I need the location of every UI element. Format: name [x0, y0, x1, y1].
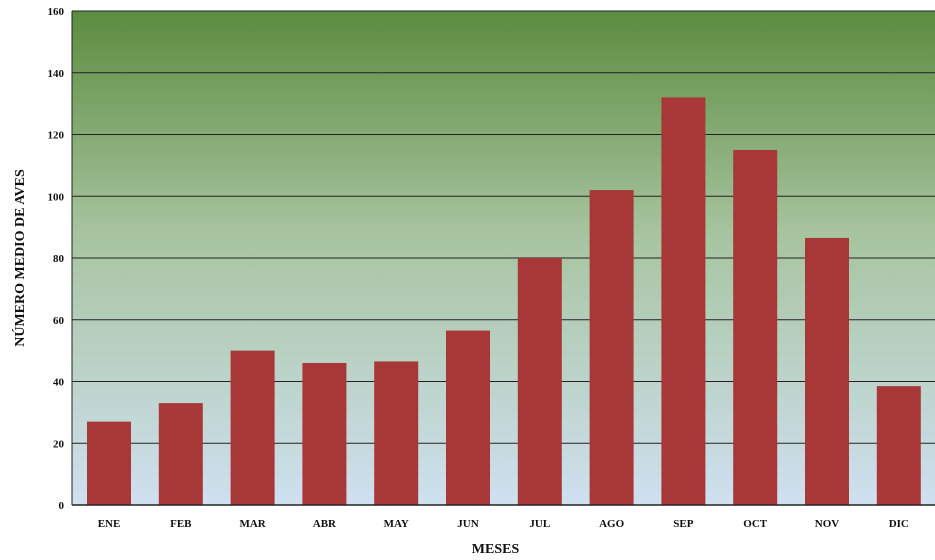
x-tick-label: AGO	[599, 518, 625, 530]
x-tick-label: MAY	[384, 518, 409, 530]
bar-ene	[87, 421, 131, 505]
y-tick-label: 140	[48, 68, 65, 80]
grid-lines	[72, 10, 935, 444]
bar-sep	[661, 97, 706, 505]
x-tick-label: JUN	[457, 518, 478, 530]
bar-dic	[876, 386, 921, 505]
bar-oct	[733, 149, 778, 505]
x-tick-label: NOV	[815, 518, 840, 530]
bar-nov	[805, 237, 849, 505]
y-tick-label: 40	[53, 377, 65, 389]
y-axis-title: NÚMERO MEDIO DE AVES	[11, 169, 28, 347]
x-tick-label: SEP	[673, 518, 693, 530]
bars	[87, 97, 921, 505]
x-tick-label: DIC	[889, 518, 909, 530]
x-tick-label: FEB	[170, 518, 192, 530]
bar-ago	[589, 190, 634, 505]
x-tick-label: ABR	[313, 518, 337, 530]
y-tick-label: 60	[53, 315, 65, 327]
x-tick-label: JUL	[529, 518, 550, 530]
x-tick-label: ENE	[98, 518, 121, 530]
x-axis-title: MESES	[472, 542, 520, 557]
bar-jun	[446, 330, 490, 505]
x-tick-label: MAR	[239, 518, 266, 530]
y-tick-label: 100	[48, 191, 65, 203]
y-tick-label: 80	[53, 253, 65, 265]
x-tick-labels: ENE FEB MAR ABR MAY JUN JUL AGO SEP OCT NOV DIC	[98, 518, 909, 530]
bar-may	[374, 361, 419, 505]
bar-jul	[517, 258, 562, 505]
bar-abr	[302, 362, 347, 505]
bar-mar	[230, 350, 275, 505]
y-tick-labels: 0 20 40 60 80 100 120 140 160	[48, 6, 65, 512]
y-tick-label: 20	[53, 438, 65, 450]
y-tick-label: 0	[59, 500, 65, 512]
x-tick-label: OCT	[743, 518, 768, 530]
y-tick-label: 160	[48, 6, 65, 18]
y-tick-label: 120	[48, 130, 65, 142]
bar-feb	[158, 403, 203, 505]
